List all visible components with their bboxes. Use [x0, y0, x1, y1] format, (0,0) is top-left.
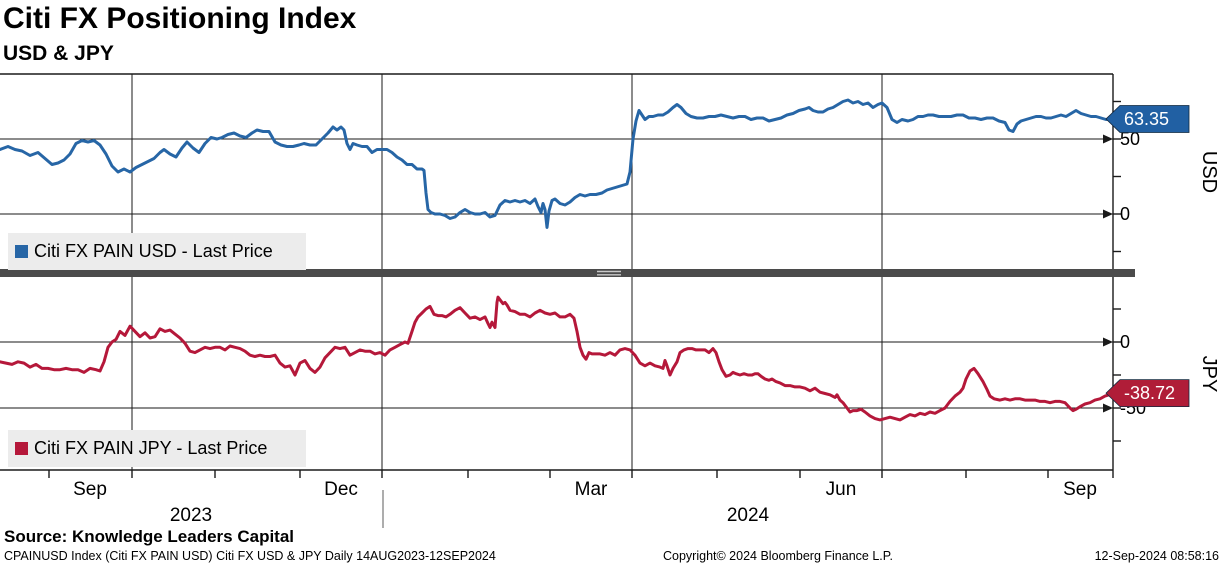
x-month-label: Mar	[575, 479, 608, 500]
jpy-axis-title: JPY	[1198, 356, 1220, 393]
panel-divider[interactable]	[0, 269, 1135, 277]
jpy-last-price-badge-bg	[1105, 379, 1190, 408]
y-tick-label: 0	[1120, 332, 1130, 352]
axis-arrow-icon	[1103, 209, 1113, 219]
legend-usd[interactable]: Citi FX PAIN USD - Last Price	[8, 233, 306, 270]
y-tick-label: 0	[1120, 204, 1130, 224]
jpy-last-price-badge: -38.72	[1124, 383, 1175, 403]
x-month-label: Sep	[1063, 479, 1097, 500]
x-month-label: Sep	[73, 479, 107, 500]
axis-arrow-icon	[1103, 403, 1113, 413]
legend-jpy-label: Citi FX PAIN JPY - Last Price	[34, 438, 268, 458]
usd-price-line	[0, 98, 1113, 229]
usd-axis-title: USD	[1198, 151, 1220, 193]
usd-legend-swatch-icon	[15, 245, 28, 258]
jpy-legend-swatch-icon	[15, 442, 28, 455]
source-note: Source: Knowledge Leaders Capital	[4, 527, 295, 546]
x-month-label: Jun	[826, 479, 857, 500]
footer-timestamp: 12-Sep-2024 08:58:16	[1094, 549, 1219, 563]
page-title: Citi FX Positioning Index	[3, 2, 357, 35]
x-year-label: 2023	[170, 505, 212, 526]
usd-last-price-badge-bg	[1105, 105, 1190, 133]
jpy-price-line	[0, 295, 1115, 422]
x-year-label: 2024	[727, 505, 770, 526]
usd-last-price-badge: 63.35	[1124, 109, 1169, 129]
x-month-label: Dec	[324, 479, 358, 500]
legend-jpy[interactable]: Citi FX PAIN JPY - Last Price	[8, 430, 306, 467]
legend-usd-label: Citi FX PAIN USD - Last Price	[34, 241, 273, 261]
y-tick-label: 50	[1120, 129, 1140, 149]
footer-copyright: Copyright© 2024 Bloomberg Finance L.P.	[663, 549, 893, 563]
axis-arrow-icon	[1103, 337, 1113, 347]
footer-ticker-info: CPAINUSD Index (Citi FX PAIN USD) Citi F…	[4, 549, 496, 563]
axis-arrow-icon	[1103, 134, 1113, 144]
page-subtitle: USD & JPY	[3, 42, 114, 65]
